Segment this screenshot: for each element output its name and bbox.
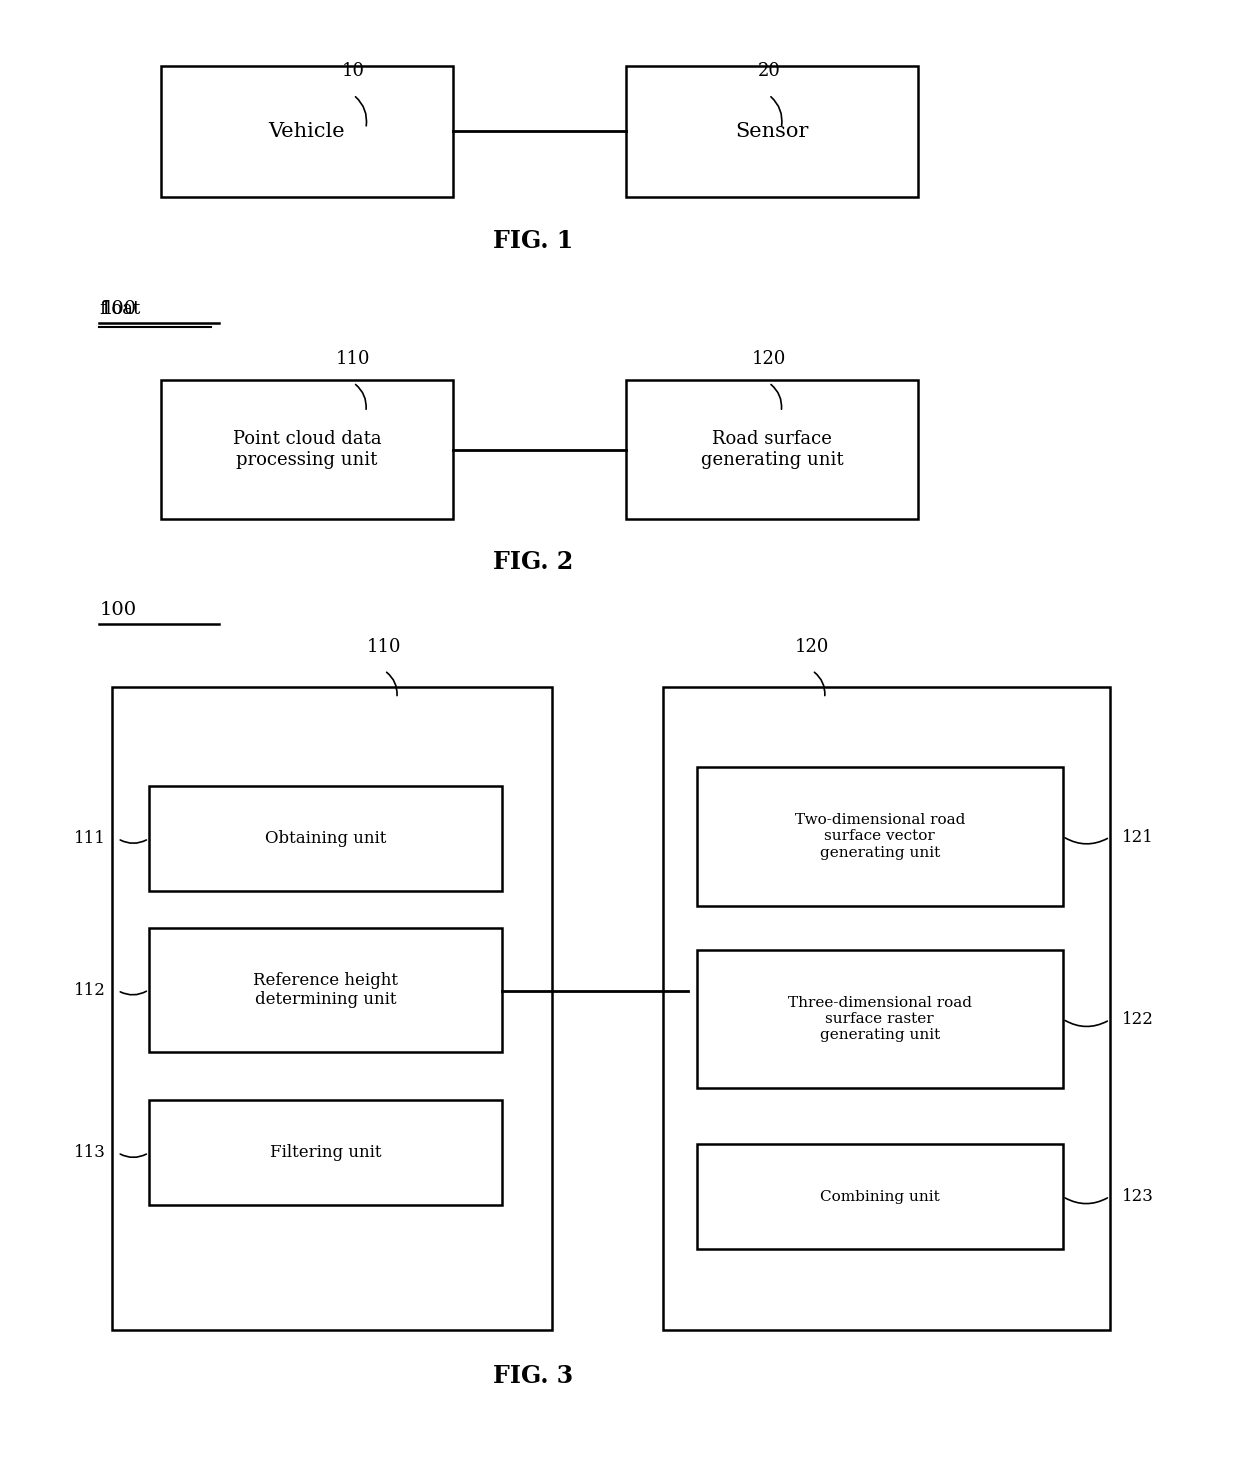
Text: FIG. 1: FIG. 1 (494, 229, 573, 253)
Text: 120: 120 (795, 638, 830, 656)
Text: Filtering unit: Filtering unit (270, 1144, 381, 1161)
Bar (161, 380, 453, 519)
Text: Two-dimensional road
surface vector
generating unit: Two-dimensional road surface vector gene… (795, 814, 965, 859)
Text: 10: 10 (342, 63, 365, 80)
Text: 120: 120 (751, 351, 786, 368)
Text: 110: 110 (367, 638, 402, 656)
Text: Road surface
generating unit: Road surface generating unit (701, 430, 843, 469)
Text: Reference height
determining unit: Reference height determining unit (253, 972, 398, 1008)
Text: 111: 111 (73, 830, 105, 847)
Bar (626, 66, 918, 197)
Bar (149, 928, 502, 1052)
Text: Vehicle: Vehicle (269, 121, 345, 142)
Text: 20: 20 (758, 63, 780, 80)
Text: Three-dimensional road
surface raster
generating unit: Three-dimensional road surface raster ge… (787, 996, 972, 1042)
Text: Combining unit: Combining unit (820, 1189, 940, 1204)
Bar (161, 66, 453, 197)
Text: Sensor: Sensor (735, 121, 808, 142)
Text: 112: 112 (73, 982, 105, 999)
Text: 121: 121 (1122, 828, 1154, 846)
Bar (697, 767, 1063, 906)
Text: FIG. 3: FIG. 3 (494, 1365, 573, 1388)
Bar (697, 950, 1063, 1088)
Text: Point cloud data
processing unit: Point cloud data processing unit (233, 430, 381, 469)
Bar (697, 1144, 1063, 1249)
Text: float: float (99, 301, 140, 318)
Text: 123: 123 (1122, 1188, 1154, 1205)
Text: FIG. 2: FIG. 2 (494, 551, 573, 574)
Text: 100: 100 (99, 301, 136, 318)
Bar (663, 687, 1110, 1330)
Text: 110: 110 (336, 351, 371, 368)
Bar (149, 786, 502, 891)
Text: 100: 100 (99, 602, 136, 619)
Bar (149, 1100, 502, 1205)
Bar (112, 687, 552, 1330)
Text: 122: 122 (1122, 1011, 1154, 1029)
Bar (626, 380, 918, 519)
Text: 113: 113 (73, 1144, 105, 1161)
Text: Obtaining unit: Obtaining unit (265, 830, 386, 847)
